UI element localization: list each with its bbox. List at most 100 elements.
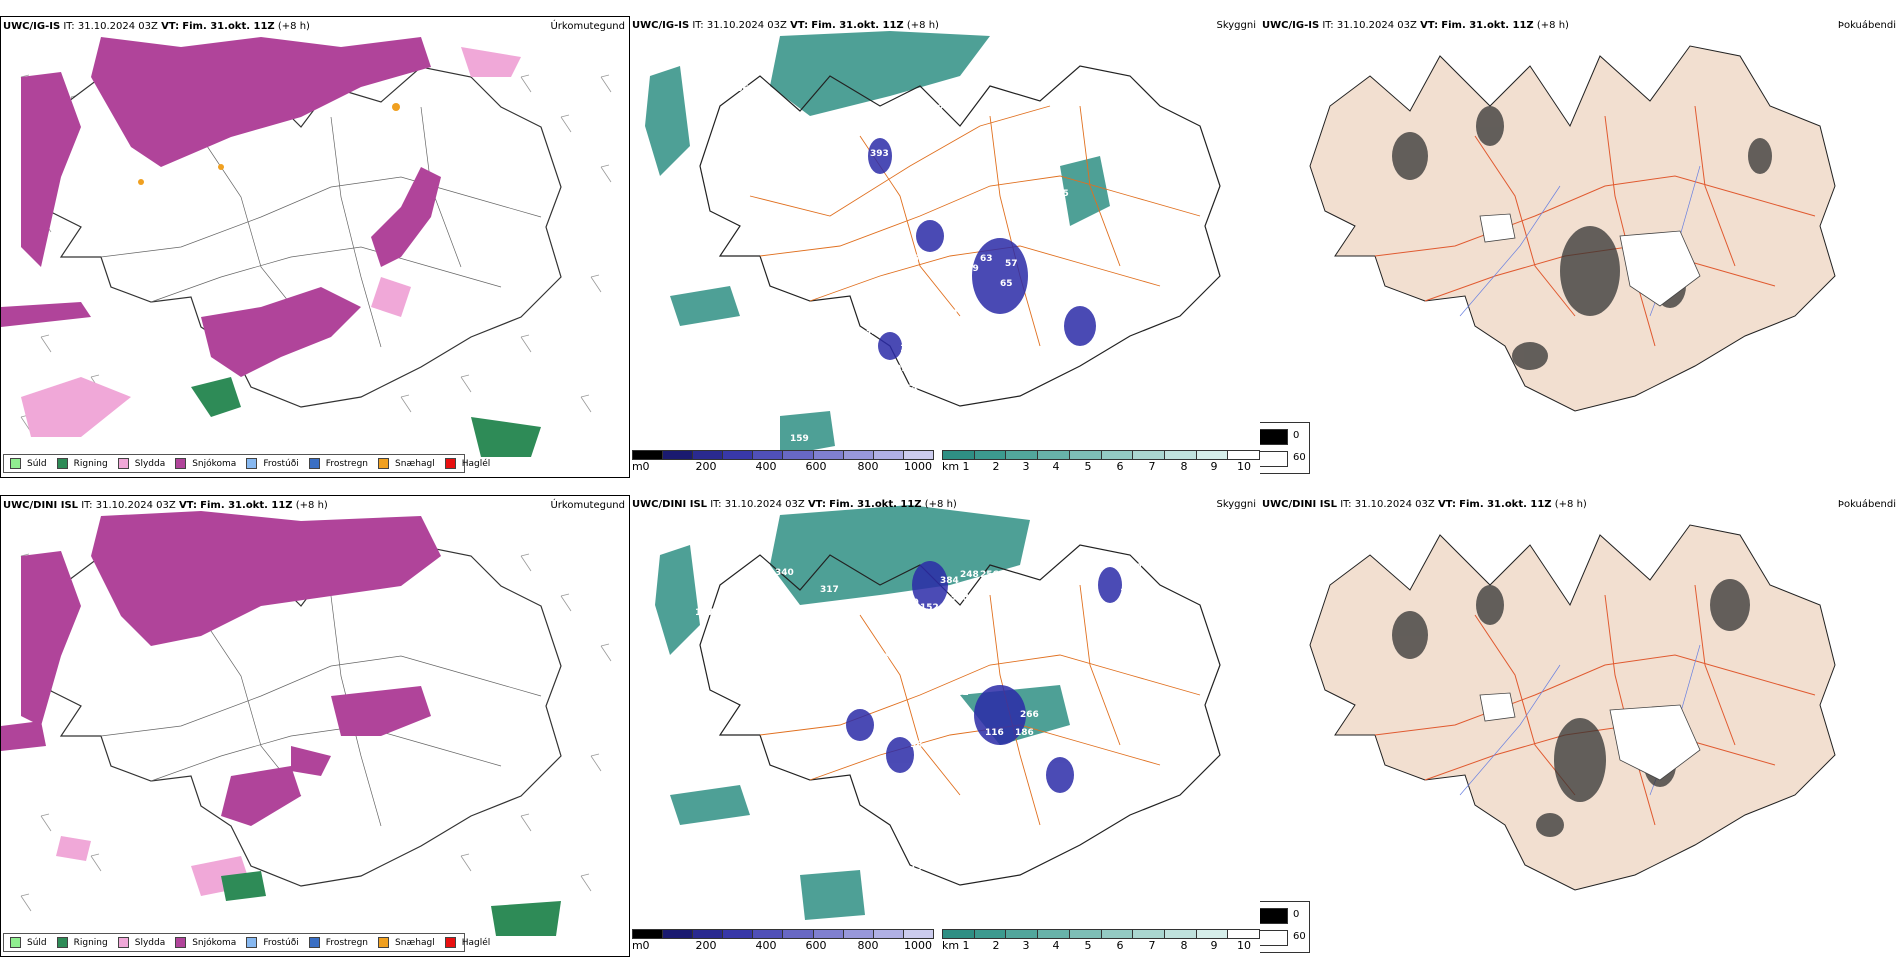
road-network xyxy=(749,105,1201,347)
legend-swatch xyxy=(10,458,21,469)
ceiling-colorbar: m 0 200 400 600 800 1000 xyxy=(632,450,942,476)
visibility-tick: 1 xyxy=(962,939,970,952)
fog-legend-high: 0 xyxy=(1293,909,1300,920)
vt-label: VT: xyxy=(807,499,826,510)
ceiling-value-label: 453 xyxy=(825,354,844,364)
ceiling-value-label: 308 xyxy=(950,593,969,603)
vt-value: Fim. 31.okt. 11Z xyxy=(1441,20,1534,31)
ceiling-value-label: 87 xyxy=(1130,563,1143,573)
legend-item: Frostúði xyxy=(246,937,299,948)
ceiling-value-label: 39 xyxy=(745,144,758,154)
legend-item: Snjókoma xyxy=(175,458,236,469)
visibility-tick: 3 xyxy=(1022,939,1030,952)
ceiling-value-label: 299 xyxy=(975,317,994,327)
ceiling-value-label: 37 xyxy=(1020,234,1033,244)
panel-header: UWC/DINI ISL IT: 31.10.2024 03Z VT: Fim.… xyxy=(1262,499,1587,510)
ceiling-value-label: 393 xyxy=(870,149,889,159)
vt-label: VT: xyxy=(1420,20,1439,31)
visibility-tick: 3 xyxy=(1022,460,1030,473)
ceiling-value-label: 187 xyxy=(695,608,714,618)
precip-map-bottom xyxy=(1,511,612,936)
it-value: 31.10.2024 03Z xyxy=(706,20,787,31)
legend-label: Snjókoma xyxy=(192,937,237,948)
ceiling-value-label: 202 xyxy=(950,688,969,698)
visibility-tick: 2 xyxy=(992,939,1000,952)
visibility-colorbar: km 1 2 3 4 5 6 7 8 9 10 xyxy=(942,929,1260,955)
ceiling-value-label: 42 xyxy=(930,883,943,893)
legend-swatch xyxy=(56,458,68,469)
legend-label: Súld xyxy=(27,458,47,469)
legend-item: Slydda xyxy=(117,458,166,469)
it-label: IT: xyxy=(81,500,93,511)
legend-swatch xyxy=(175,937,187,948)
model-name: UWC/DINI ISL xyxy=(3,500,79,511)
ceiling-tick: 0 xyxy=(642,939,650,952)
vt-value: Fim. 31.okt. 11Z xyxy=(200,500,293,511)
ceiling-value-label: 380 xyxy=(860,119,879,129)
ceiling-value-label: 57 xyxy=(1005,259,1018,269)
ceiling-value-label: 224 xyxy=(960,648,979,658)
visibility-map-top: 366 241 288 278 380 132 182 405 886 393 39 199 245 12… xyxy=(645,31,1221,456)
iceland-outline xyxy=(699,65,1221,407)
it-value: 31.10.2024 03Z xyxy=(1336,20,1417,31)
ceiling-value-label: 52 xyxy=(920,379,933,389)
ceiling-value-label: 322 xyxy=(1150,563,1169,573)
legend-swatch xyxy=(175,458,187,469)
ceiling-value-label: 65 xyxy=(1000,279,1013,289)
ceiling-value-label: 197 xyxy=(910,863,929,873)
ceiling-tick: 1000 xyxy=(904,460,932,473)
vt-value: Fim. 31.okt. 11Z xyxy=(1459,499,1552,510)
ceiling-tick: 400 xyxy=(755,939,777,952)
fog-legend: 0 60 xyxy=(1260,422,1310,474)
ceiling-value-label: 270 xyxy=(930,633,949,643)
ceiling-value-label: 200 xyxy=(990,583,1009,593)
ceiling-value-label: 405 xyxy=(780,159,799,169)
legend-label: Frostúði xyxy=(263,937,299,948)
visibility-panel-top: 366 241 288 278 380 132 182 405 886 393 39 199 245 12… xyxy=(630,16,1260,478)
ceiling-value-label: 334 xyxy=(950,798,969,808)
ceiling-value-label: 85 xyxy=(870,284,883,294)
panel-header: UWC/DINI ISL IT: 31.10.2024 03Z VT: Fim.… xyxy=(632,499,957,510)
ceiling-value-label: 18 xyxy=(1125,608,1138,618)
ceiling-value-label: 60 xyxy=(900,878,913,888)
visibility-tick: 5 xyxy=(1084,460,1092,473)
visibility-tick: 9 xyxy=(1210,460,1218,473)
ceiling-value-label: 384 xyxy=(940,576,959,586)
ceiling-value-label: 63 xyxy=(980,254,993,264)
precip-map-top xyxy=(1,37,612,457)
legend-label: Rigning xyxy=(73,937,108,948)
legend-label: Slydda xyxy=(134,458,166,469)
vt-label: VT: xyxy=(161,21,180,32)
legend-label: Frostúði xyxy=(263,458,299,469)
fog-legend-low: 60 xyxy=(1293,931,1306,942)
legend-item: Haglél xyxy=(444,937,490,948)
ceiling-value-label: 129 xyxy=(960,264,979,274)
ceiling-colorbar-bar xyxy=(632,450,934,460)
ceiling-value-label: 366 xyxy=(730,84,749,94)
precip-type-panel-bottom: UWC/DINI ISL IT: 31.10.2024 03Z VT: Fim.… xyxy=(0,495,630,957)
ceiling-value-label: 248 xyxy=(960,570,979,580)
legend-label: Snæhagl xyxy=(395,458,435,469)
visibility-tick: 7 xyxy=(1148,460,1156,473)
it-value: 31.10.2024 03Z xyxy=(77,21,158,32)
ceiling-value-label: 125 xyxy=(1035,219,1054,229)
ceiling-value-label: 116 xyxy=(900,254,919,264)
vt-value: Fim. 31.okt. 11Z xyxy=(829,499,922,510)
ceiling-value-label: 24 xyxy=(890,896,903,906)
fog-legend-low: 60 xyxy=(1293,452,1306,463)
ceiling-value-label: 99 xyxy=(895,364,908,374)
snow-areas xyxy=(1,511,441,826)
panel-title: Úrkomutegund xyxy=(550,21,625,32)
ceiling-value-label: 116 xyxy=(985,728,1004,738)
vt-label: VT: xyxy=(1437,499,1456,510)
visibility-colorbar: km 1 2 3 4 5 6 7 8 9 10 xyxy=(942,450,1260,476)
model-name: UWC/IG-IS xyxy=(1262,20,1320,31)
visibility-unit: km xyxy=(942,460,960,473)
ceiling-value-label: 317 xyxy=(820,585,839,595)
it-label: IT: xyxy=(1322,20,1334,31)
snow-areas xyxy=(1,37,441,377)
ceiling-value-label: 85 xyxy=(855,746,868,756)
ceiling-tick: 0 xyxy=(642,460,650,473)
visibility-tick: 4 xyxy=(1052,460,1060,473)
